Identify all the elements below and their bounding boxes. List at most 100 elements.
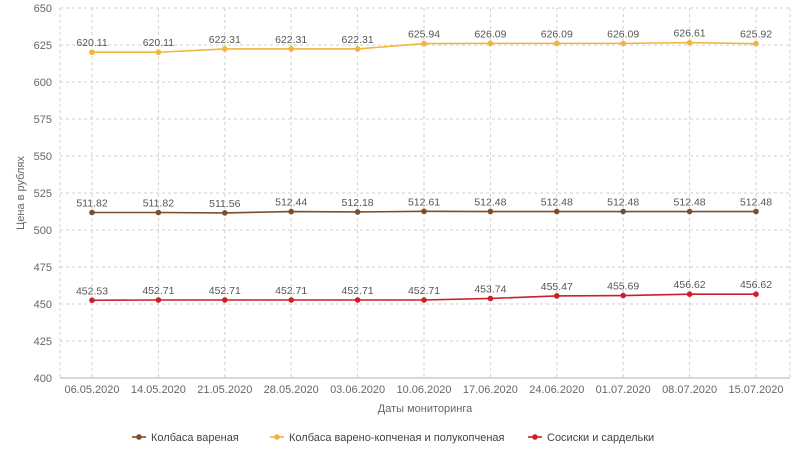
series-1-data-label: 512.44 — [275, 197, 307, 209]
series-2-point[interactable] — [686, 39, 693, 46]
series-1-point[interactable] — [421, 208, 427, 215]
y-tick-label: 525 — [34, 188, 52, 200]
series-3-data-label: 456.62 — [740, 279, 772, 291]
series-2-data-label: 626.61 — [674, 28, 706, 40]
series-2-point[interactable] — [620, 40, 626, 47]
series-1-data-label: 512.61 — [408, 196, 440, 208]
x-tick-label: 03.06.2020 — [330, 384, 385, 396]
series-3-point[interactable] — [155, 297, 162, 303]
series-1-point[interactable] — [155, 209, 162, 216]
series-3-data-label: 456.62 — [674, 279, 706, 291]
series-2-data-label: 622.31 — [209, 34, 241, 46]
series-1-data-label: 512.48 — [674, 197, 706, 209]
series-3-point[interactable] — [288, 297, 295, 303]
series-2-data-label: 620.11 — [143, 37, 174, 49]
series-2-point[interactable] — [421, 40, 427, 47]
series-2-data-label: 626.09 — [541, 28, 573, 40]
y-tick-label: 400 — [34, 373, 52, 385]
y-axis-title: Цена в рублях — [15, 156, 27, 230]
legend-label: Сосиски и сардельки — [547, 432, 654, 444]
series-3-data-label: 452.71 — [408, 285, 440, 297]
series-2-data-label: 625.94 — [408, 29, 440, 41]
series-3-point[interactable] — [554, 293, 560, 299]
x-tick-label: 15.07.2020 — [728, 384, 783, 396]
legend-swatch-marker — [136, 434, 142, 440]
y-tick-label: 650 — [34, 3, 52, 15]
series-1-point[interactable] — [620, 208, 626, 215]
series-3-point[interactable] — [354, 297, 361, 303]
x-tick-label: 01.07.2020 — [596, 384, 651, 396]
series-3-data-label: 452.71 — [142, 285, 174, 297]
legend[interactable]: Колбаса вареная Колбаса варено-копченая и… — [132, 432, 654, 444]
x-tick-label: 06.05.2020 — [64, 384, 119, 396]
series-3-data-label: 452.71 — [209, 285, 241, 297]
y-tick-label: 600 — [34, 77, 52, 89]
series-1-point[interactable] — [288, 208, 295, 215]
y-axis-ticks: 400 425 450 475 500 525 550 575 600 625 650 — [34, 3, 52, 385]
y-tick-label: 500 — [34, 225, 52, 237]
y-tick-label: 550 — [34, 151, 52, 163]
x-tick-label: 10.06.2020 — [396, 384, 451, 396]
x-tick-label: 24.06.2020 — [529, 384, 584, 396]
legend-item-2[interactable]: Колбаса варено-копченая и полукопченая — [270, 432, 505, 444]
series-2-point[interactable] — [753, 40, 759, 47]
series-1-point[interactable] — [354, 209, 361, 215]
series-1-point[interactable] — [686, 208, 693, 215]
x-tick-label: 21.05.2020 — [197, 384, 252, 396]
x-axis-ticks: 06.05.2020 14.05.2020 21.05.2020 28.05.2020… — [64, 384, 783, 396]
series-2-data-label: 625.92 — [740, 29, 772, 41]
series-1-data-label: 512.48 — [474, 197, 506, 209]
legend-swatch-marker — [532, 434, 538, 440]
legend-label: Колбаса варено-копченая и полукопченая — [289, 432, 505, 444]
x-tick-label: 14.05.2020 — [131, 384, 186, 396]
series-1-data-label: 511.56 — [209, 198, 240, 210]
series-1-point[interactable] — [89, 209, 95, 216]
legend-label: Колбаса вареная — [151, 432, 239, 444]
series-3-data-label: 452.53 — [76, 285, 108, 297]
x-tick-label: 17.06.2020 — [463, 384, 518, 396]
series-3-point[interactable] — [222, 297, 228, 303]
x-tick-label: 28.05.2020 — [264, 384, 319, 396]
series-1-point[interactable] — [554, 208, 560, 215]
series-3-data-label: 452.71 — [275, 285, 307, 297]
series-lines — [89, 39, 759, 304]
series-1-data-label: 512.48 — [541, 197, 573, 209]
series-2-point[interactable] — [222, 46, 228, 52]
series-1-point[interactable] — [753, 208, 759, 215]
series-1-data-label: 511.82 — [76, 198, 107, 210]
series-2-point[interactable] — [354, 46, 361, 52]
y-tick-label: 450 — [34, 299, 52, 311]
series-2-data-label: 620.11 — [76, 37, 107, 49]
series-3-point[interactable] — [686, 291, 693, 298]
y-tick-label: 475 — [34, 262, 52, 274]
series-2-data-label: 622.31 — [342, 34, 374, 46]
series-3-data-label: 455.47 — [541, 281, 573, 293]
series-1-data-label: 512.48 — [607, 197, 639, 209]
series-2-point[interactable] — [89, 49, 95, 56]
series-3-point[interactable] — [753, 291, 759, 298]
x-axis-title: Даты мониторинга — [378, 403, 473, 415]
series-3-point[interactable] — [620, 292, 626, 299]
series-3-data-label: 453.74 — [474, 283, 506, 295]
data-labels: 511.82 511.82 511.56 512.44 512.18 512.61 512.… — [76, 28, 772, 298]
series-1-point[interactable] — [222, 210, 228, 216]
legend-item-1[interactable]: Колбаса вареная — [132, 432, 239, 444]
series-3-point[interactable] — [421, 297, 427, 303]
series-2-point[interactable] — [155, 49, 162, 56]
series-2-data-label: 626.09 — [474, 28, 506, 40]
legend-item-3[interactable]: Сосиски и сардельки — [528, 432, 654, 444]
legend-swatch-marker — [274, 434, 280, 440]
series-1-data-label: 512.48 — [740, 197, 772, 209]
series-2-point[interactable] — [554, 40, 560, 47]
series-1-point[interactable] — [487, 208, 494, 215]
x-tick-label: 08.07.2020 — [662, 384, 717, 396]
grid — [59, 7, 791, 379]
series-3-point[interactable] — [89, 297, 95, 304]
series-1-data-label: 512.18 — [342, 197, 374, 209]
series-3-point[interactable] — [487, 295, 494, 302]
series-2-point[interactable] — [288, 46, 295, 52]
y-tick-label: 575 — [34, 114, 52, 126]
series-2-point[interactable] — [487, 40, 494, 47]
